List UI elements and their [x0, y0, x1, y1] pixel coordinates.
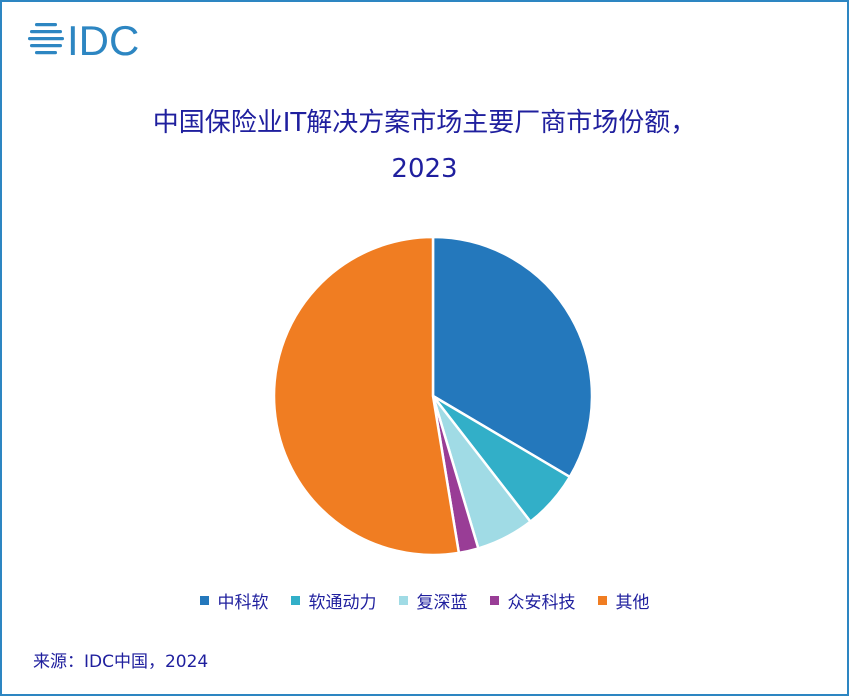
legend-item-ruantong: 软通动力 [290, 588, 377, 613]
legend-item-zhongkeruan: 中科软 [199, 588, 269, 613]
pie-slice-4 [272, 235, 461, 557]
legend-label: 众安科技 [507, 593, 576, 613]
legend: 中科软 软通动力 复深蓝 众安科技 其他 [0, 588, 849, 613]
logo-text: IDC [67, 17, 139, 63]
globe-icon [28, 23, 64, 55]
legend-swatch [199, 596, 209, 605]
legend-swatch [489, 596, 499, 605]
legend-swatch [398, 596, 408, 605]
legend-item-fushenlan: 复深蓝 [398, 588, 468, 613]
source-note: 来源：IDC中国，2024 [33, 652, 209, 672]
chart-subtitle: 2023 [391, 154, 458, 184]
legend-swatch [597, 596, 607, 605]
legend-label: 复深蓝 [416, 593, 468, 613]
legend-item-others: 其他 [597, 588, 650, 613]
legend-label: 软通动力 [308, 593, 377, 613]
legend-swatch [290, 596, 300, 605]
chart-title: 中国保险业IT解决方案市场主要厂商市场份额， [152, 108, 697, 138]
legend-item-zhongan: 众安科技 [489, 588, 576, 613]
idc-logo: IDC [28, 17, 139, 63]
legend-label: 其他 [615, 593, 650, 613]
legend-label: 中科软 [217, 593, 269, 613]
pie-slice-0 [431, 235, 594, 479]
